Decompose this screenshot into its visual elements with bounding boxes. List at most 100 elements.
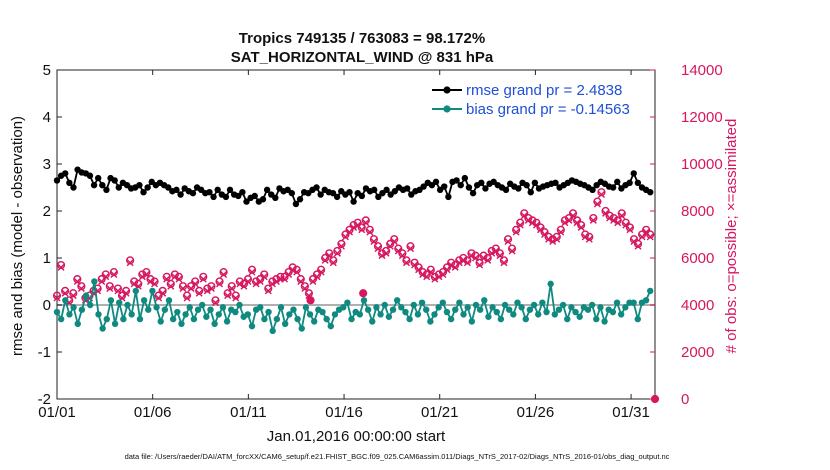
legend-rmse-label: rmse grand pr = 2.4838 <box>466 82 622 99</box>
rmse-point <box>346 189 353 196</box>
obs-assimilated-point <box>69 292 77 300</box>
bias-point <box>244 311 252 318</box>
obs-assimilated-point <box>516 221 524 229</box>
obs-possible-point <box>593 197 602 206</box>
obs-assimilated-point <box>476 261 484 269</box>
y-right-tick-label: 6000 <box>681 250 714 267</box>
obs-possible-point <box>605 211 614 220</box>
obs-assimilated-point <box>333 249 341 257</box>
obs-assimilated-point <box>484 256 492 264</box>
rmse-point <box>263 186 271 194</box>
y-right-tick-label: 14000 <box>681 62 723 79</box>
rmse-point <box>589 186 596 194</box>
bias-point <box>360 297 368 304</box>
obs-possible-point <box>154 291 163 300</box>
obs-assimilated-point <box>390 238 398 246</box>
rmse-point <box>272 194 279 202</box>
bias-point <box>501 301 509 309</box>
obs-assimilated-point <box>171 273 179 281</box>
bias-point <box>74 320 81 327</box>
rmse-point <box>391 188 399 195</box>
bias-point <box>369 318 376 325</box>
rmse-point <box>465 184 473 191</box>
obs-assimilated-point <box>126 259 134 267</box>
bias-point <box>418 299 426 306</box>
obs-assimilated-point <box>159 289 167 297</box>
obs-assimilated-point <box>264 287 272 295</box>
obs-assimilated-point <box>508 247 516 255</box>
bias-point <box>551 311 559 318</box>
obs-assimilated-point <box>220 270 228 278</box>
obs-assimilated-point <box>268 280 276 288</box>
obs-possible-point <box>195 286 204 296</box>
rmse-point <box>53 177 61 184</box>
bias-point <box>99 325 106 332</box>
bias-point <box>547 280 554 288</box>
bias-point <box>364 306 372 313</box>
rmse-point <box>235 192 242 200</box>
bias-point <box>219 304 227 311</box>
obs-assimilated-point <box>646 233 654 241</box>
bias-point <box>169 315 177 323</box>
obs-possible-point <box>142 268 151 277</box>
bias-point <box>476 306 484 313</box>
rmse-point <box>66 179 73 186</box>
bias-point <box>286 311 293 318</box>
rmse-point <box>296 196 304 203</box>
obs-possible-point <box>223 289 232 298</box>
bias-point <box>319 308 326 316</box>
rmse-point <box>251 192 258 200</box>
obs-possible-point <box>361 216 370 225</box>
obs-possible-point <box>556 225 565 234</box>
obs-assimilated-point <box>467 252 475 260</box>
rmse-point <box>432 178 440 186</box>
obs-possible-point <box>256 275 265 284</box>
rmse-point <box>90 181 98 189</box>
rmse-point <box>523 181 530 189</box>
obs-possible-point <box>491 244 500 253</box>
bias-point <box>107 297 115 304</box>
bias-point <box>327 322 334 330</box>
obs-assimilated-point <box>569 212 577 220</box>
obs-possible-point <box>414 263 423 272</box>
obs-assimilated-point <box>366 228 374 236</box>
x-tick-label: 01/16 <box>325 404 363 421</box>
rmse-point <box>634 179 642 186</box>
bias-point <box>261 315 268 323</box>
obs-possible-point <box>109 268 118 277</box>
obs-possible-point <box>507 244 517 253</box>
obs-possible-point <box>284 268 293 277</box>
bias-point <box>385 313 393 320</box>
bias-point <box>443 308 451 316</box>
obs-possible-point <box>337 239 346 249</box>
obs-assimilated-point <box>435 273 443 281</box>
legend-box <box>428 78 646 122</box>
rmse-point <box>420 183 427 190</box>
obs-assimilated-point <box>528 219 536 227</box>
obs-possible-point <box>162 272 171 281</box>
rmse-point <box>527 189 534 196</box>
obs-assimilated-point <box>597 191 605 199</box>
obs-possible-point <box>199 272 208 281</box>
rmse-point <box>614 178 621 186</box>
obs-possible-point <box>243 275 253 284</box>
bias-series-layer <box>53 278 654 335</box>
bias-point <box>211 320 218 327</box>
obs-assimilated-point <box>329 259 337 267</box>
axis-ticks-layer: 01/01 01/06 01/11 01/16 01/21 01/26 01/31 -2 -1 0… <box>38 62 723 421</box>
obs-possible-point <box>572 216 582 225</box>
rmse-point <box>259 196 267 203</box>
obs-assimilated-point <box>248 268 256 276</box>
obs-possible-point <box>182 291 192 300</box>
obs-assimilated-point <box>419 270 427 278</box>
obs-possible-point <box>130 277 139 286</box>
bias-point <box>331 311 339 318</box>
obs-possible-point <box>581 230 590 239</box>
obs-possible-point <box>597 188 606 197</box>
rmse-point <box>144 184 151 191</box>
rmse-point <box>441 183 448 190</box>
chart-title-line2: SAT_HORIZONTAL_WIND @ 831 hPa <box>231 49 494 66</box>
obs-possible-point <box>499 256 509 265</box>
bias-point <box>642 297 650 304</box>
legend-rmse-marker <box>443 86 451 94</box>
